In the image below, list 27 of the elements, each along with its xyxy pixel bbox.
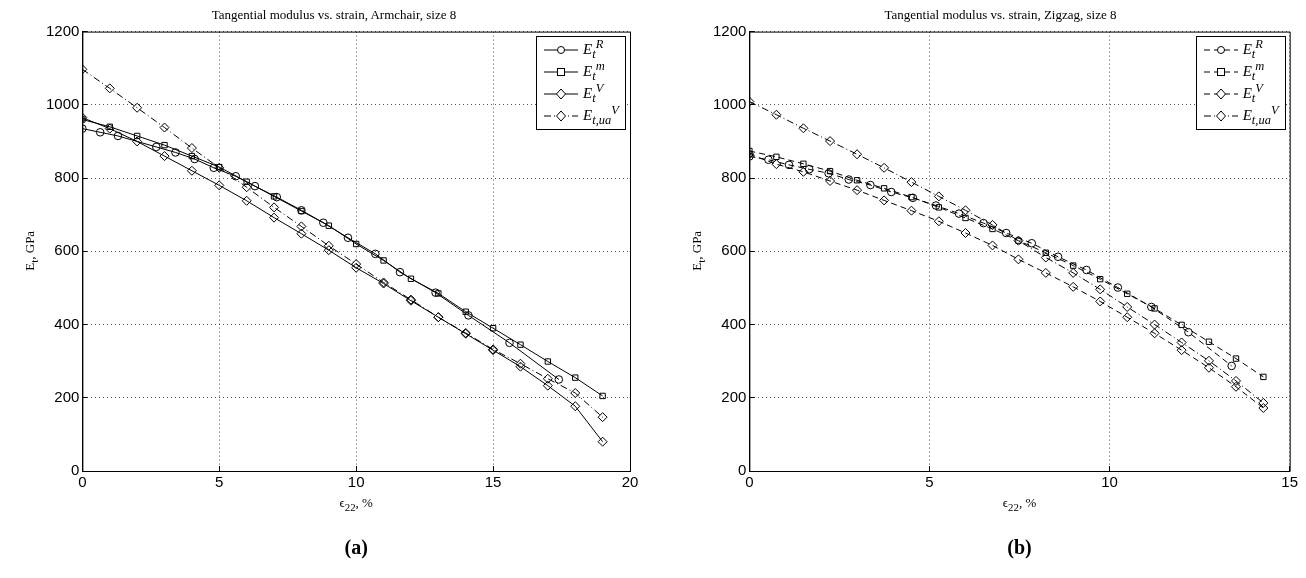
x-tick-label: 10 bbox=[1101, 473, 1118, 491]
y-tick-label: 600 bbox=[721, 241, 747, 259]
y-tick-label: 400 bbox=[54, 314, 80, 332]
y-tick-label: 400 bbox=[721, 314, 747, 332]
x-tick-label: 15 bbox=[1281, 473, 1298, 491]
text: (b) bbox=[1007, 536, 1032, 559]
text: (a) bbox=[344, 536, 368, 559]
y-tick-label: 0 bbox=[738, 461, 747, 479]
chart-title: Tangential modulus vs. strain, Armchair, size 8 bbox=[211, 7, 457, 23]
x-tick-label: 5 bbox=[925, 473, 934, 491]
x-tick-label: 5 bbox=[215, 473, 224, 491]
y-tick-label: 200 bbox=[54, 387, 80, 405]
x-tick-label: 15 bbox=[484, 473, 502, 491]
y-tick-label: 800 bbox=[54, 168, 80, 186]
y-tick-label: 0 bbox=[71, 461, 80, 479]
x-tick-label: 20 bbox=[621, 473, 639, 491]
y-tick-label: 200 bbox=[721, 387, 747, 405]
y-tick-label: 600 bbox=[54, 241, 80, 259]
y-tick-label: 1000 bbox=[45, 94, 80, 112]
y-tick-label: 800 bbox=[721, 168, 747, 186]
x-tick-label: 10 bbox=[347, 473, 365, 491]
x-axis-title: ϵ$_{22}$, % bbox=[339, 495, 373, 513]
chart-title: Tangential modulus vs. strain, Zigzag, size 8 bbox=[884, 7, 1117, 23]
y-tick-label: 1000 bbox=[712, 94, 747, 112]
x-axis-title: ϵ$_{22}$, % bbox=[1002, 495, 1037, 513]
y-tick-label: 1200 bbox=[712, 21, 747, 39]
y-tick-label: 1200 bbox=[45, 21, 80, 39]
